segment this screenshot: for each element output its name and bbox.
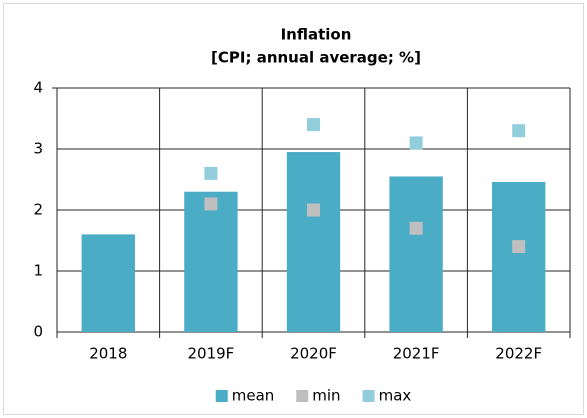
legend-label: min (312, 387, 340, 405)
legend-swatch (362, 390, 375, 402)
y-tick-label: 4 (33, 79, 43, 97)
x-tick-label: 2018 (89, 345, 127, 363)
bar (389, 176, 443, 332)
marker (307, 203, 320, 217)
bar (81, 234, 135, 332)
marker (204, 197, 218, 211)
x-tick-label: 2022F (495, 345, 542, 363)
x-tick-label: 2020F (290, 345, 337, 363)
marker (307, 118, 320, 132)
bar (184, 191, 238, 332)
marker (512, 124, 526, 138)
x-tick-label: 2019F (187, 345, 234, 363)
legend-swatch (296, 390, 309, 402)
bar (492, 181, 546, 332)
chart-title: Inflation (281, 26, 352, 44)
marker (512, 240, 526, 254)
chart-subtitle: [CPI; annual average; %] (211, 49, 421, 67)
legend-label: max (379, 387, 412, 405)
legend-label: mean (232, 387, 275, 405)
y-tick-label: 0 (33, 323, 43, 341)
marker (204, 166, 218, 180)
y-tick-label: 1 (33, 262, 43, 280)
x-tick-label: 2021F (393, 345, 440, 363)
legend-swatch (215, 390, 228, 402)
y-tick-label: 3 (33, 140, 43, 158)
bar (286, 152, 341, 332)
marker (409, 221, 423, 235)
marker (409, 136, 423, 150)
y-tick-label: 2 (33, 201, 43, 219)
